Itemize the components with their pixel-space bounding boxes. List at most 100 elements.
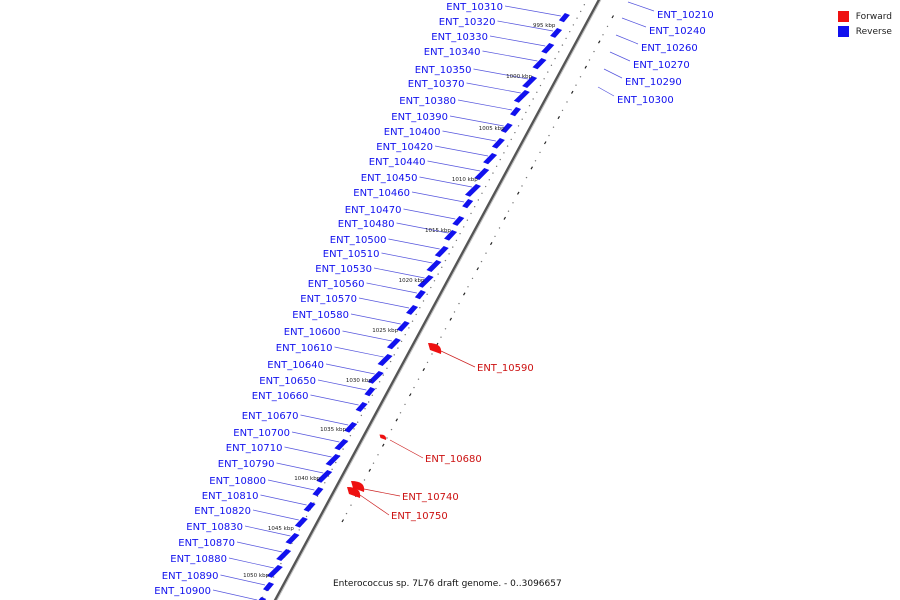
reverse-gene-label[interactable]: ENT_10330 [431,32,488,43]
reverse-gene-label[interactable]: ENT_10320 [439,17,496,28]
reverse-gene-block[interactable] [396,321,410,332]
reverse-gene-label[interactable]: ENT_10800 [209,476,266,487]
reverse-gene-block[interactable] [276,549,292,561]
reverse-gene-label[interactable]: ENT_10810 [202,491,259,502]
reverse-gene-label[interactable]: ENT_10300 [617,95,674,106]
reverse-gene-block[interactable] [491,138,505,149]
reverse-gene-label[interactable]: ENT_10660 [252,391,309,402]
reverse-gene-block[interactable] [474,168,490,180]
forward-gene-block[interactable] [428,343,442,354]
reverse-gene-block[interactable] [406,305,419,315]
reverse-gene-label[interactable]: ENT_10560 [308,279,365,290]
reverse-gene-label[interactable]: ENT_10270 [633,60,690,71]
reverse-gene-block[interactable] [426,260,442,272]
reverse-gene-block[interactable] [510,107,521,117]
reverse-gene-label[interactable]: ENT_10370 [408,79,465,90]
reverse-gene-label[interactable]: ENT_10210 [657,10,714,21]
reverse-gene-block[interactable] [312,487,324,497]
reverse-gene-label[interactable]: ENT_10830 [186,522,243,533]
reverse-gene-label[interactable]: ENT_10450 [361,173,418,184]
reverse-gene-block[interactable] [285,533,300,545]
position-dot [272,576,275,578]
reverse-gene-label[interactable]: ENT_10400 [384,127,441,138]
reverse-gene-block[interactable] [254,597,267,600]
reverse-gene-label[interactable]: ENT_10470 [345,205,402,216]
reverse-gene-label[interactable]: ENT_10610 [276,343,333,354]
reverse-gene-block[interactable] [344,422,358,433]
reverse-gene-block[interactable] [386,338,401,350]
reverse-gene-block[interactable] [316,470,333,483]
gene-leader-line [449,115,504,127]
reverse-gene-label[interactable]: ENT_10420 [376,142,433,153]
reverse-gene-label[interactable]: ENT_10480 [338,219,395,230]
reverse-gene-block[interactable] [414,290,426,300]
reverse-gene-block[interactable] [550,28,563,38]
reverse-gene-label[interactable]: ENT_10310 [446,2,503,13]
forward-gene-label[interactable]: ENT_10740 [402,492,459,503]
position-dot [400,340,403,343]
position-dot [576,17,578,19]
reverse-gene-block[interactable] [294,517,308,528]
reverse-gene-label[interactable]: ENT_10650 [259,376,316,387]
reverse-gene-label[interactable]: ENT_10500 [330,235,387,246]
forward-gene-block[interactable] [379,434,387,441]
reverse-gene-block[interactable] [532,58,547,70]
forward-track-dot [458,302,460,305]
reverse-gene-block[interactable] [355,402,368,412]
reverse-gene-block[interactable] [434,246,449,258]
reverse-gene-block[interactable] [364,387,376,397]
reverse-gene-label[interactable]: ENT_10640 [267,360,324,371]
reverse-gene-block[interactable] [513,90,530,103]
reverse-gene-label[interactable]: ENT_10350 [415,65,472,76]
reverse-gene-label[interactable]: ENT_10890 [162,571,219,582]
reverse-gene-block[interactable] [452,216,465,226]
reverse-gene-block[interactable] [266,565,283,578]
reverse-gene-label[interactable]: ENT_10820 [194,506,251,517]
forward-gene-block[interactable] [347,487,361,498]
tick-label: 1000 kbp [506,74,532,80]
reverse-gene-label[interactable]: ENT_10570 [300,294,357,305]
reverse-gene-block[interactable] [303,502,316,512]
forward-gene-label[interactable]: ENT_10590 [477,363,534,374]
reverse-gene-block[interactable] [558,13,570,23]
reverse-gene-label[interactable]: ENT_10510 [323,249,380,260]
reverse-gene-label[interactable]: ENT_10700 [233,428,290,439]
reverse-gene-block[interactable] [334,439,349,451]
reverse-gene-label[interactable]: ENT_10670 [242,411,299,422]
reverse-gene-label[interactable]: ENT_10390 [391,112,448,123]
reverse-gene-label[interactable]: ENT_10380 [399,96,456,107]
reverse-gene-label[interactable]: ENT_10580 [292,310,349,321]
reverse-gene-block[interactable] [367,371,384,384]
reverse-gene-label[interactable]: ENT_10710 [226,443,283,454]
reverse-gene-label[interactable]: ENT_10530 [315,264,372,275]
reverse-gene-block[interactable] [483,153,498,165]
reverse-gene-block[interactable] [522,76,538,88]
reverse-gene-label[interactable]: ENT_10460 [353,188,410,199]
reverse-gene-label[interactable]: ENT_10260 [641,43,698,54]
forward-gene-block[interactable] [351,481,365,492]
reverse-gene-label[interactable]: ENT_10440 [369,157,426,168]
forward-track-dot [611,15,615,19]
reverse-gene-block[interactable] [541,43,555,54]
reverse-gene-label[interactable]: ENT_10600 [284,327,341,338]
reverse-gene-label[interactable]: ENT_10900 [154,586,211,597]
reverse-gene-block[interactable] [444,230,458,241]
reverse-gene-label[interactable]: ENT_10880 [170,554,227,565]
reverse-gene-block[interactable] [263,582,274,592]
reverse-gene-block[interactable] [464,184,481,197]
reverse-gene-label[interactable]: ENT_10240 [649,26,706,37]
reverse-gene-label[interactable]: ENT_10870 [178,538,235,549]
reverse-gene-block[interactable] [417,275,434,288]
reverse-gene-label[interactable]: ENT_10340 [424,47,481,58]
position-dot [411,320,414,322]
reverse-gene-block[interactable] [500,123,513,133]
position-dot [455,239,458,242]
reverse-gene-label[interactable]: ENT_10790 [218,459,275,470]
forward-gene-label[interactable]: ENT_10680 [425,454,482,465]
reverse-gene-block[interactable] [462,199,474,209]
reverse-gene-block[interactable] [377,354,393,366]
position-dot [583,4,586,6]
reverse-gene-block[interactable] [325,454,341,466]
reverse-gene-label[interactable]: ENT_10290 [625,77,682,88]
forward-gene-label[interactable]: ENT_10750 [391,511,448,522]
